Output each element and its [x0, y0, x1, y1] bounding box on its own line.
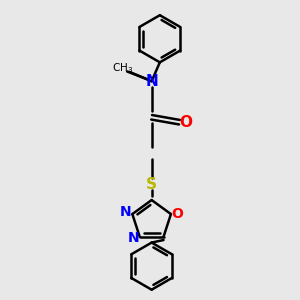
Text: N: N [120, 206, 132, 219]
Text: O: O [171, 207, 183, 221]
Text: CH$_3$: CH$_3$ [112, 61, 133, 75]
Text: S: S [146, 177, 157, 192]
Text: O: O [179, 115, 193, 130]
Text: N: N [128, 231, 139, 245]
Text: N: N [145, 74, 158, 89]
